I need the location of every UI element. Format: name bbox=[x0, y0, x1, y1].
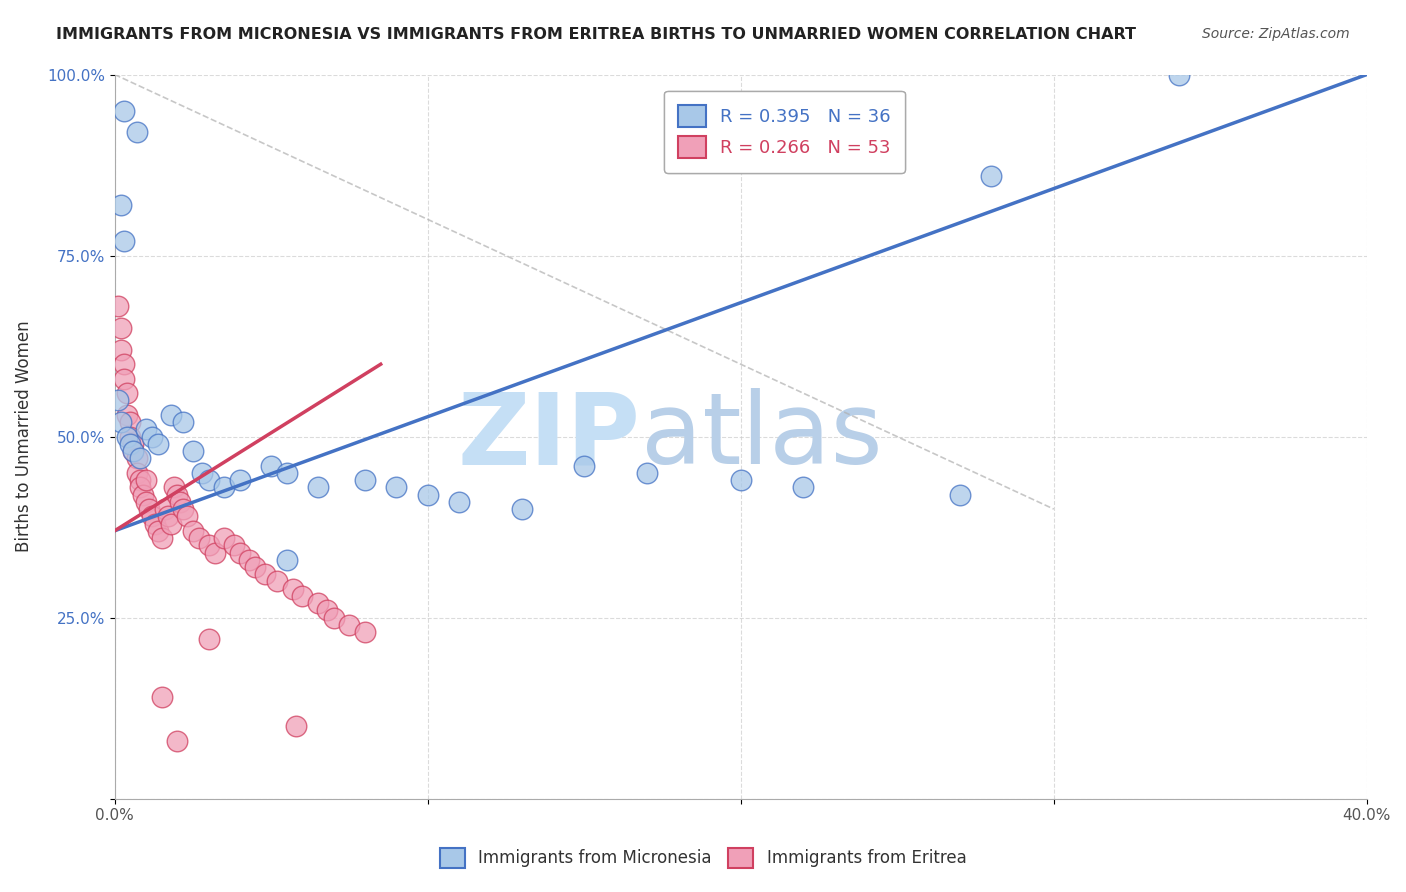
Point bbox=[253, 567, 276, 582]
Point bbox=[281, 582, 304, 596]
Point bbox=[115, 408, 138, 422]
Point bbox=[148, 437, 170, 451]
Point bbox=[135, 422, 157, 436]
Point bbox=[572, 458, 595, 473]
Point bbox=[120, 437, 142, 451]
Point bbox=[110, 321, 132, 335]
Point bbox=[245, 560, 267, 574]
Point bbox=[181, 444, 204, 458]
Point bbox=[125, 466, 148, 480]
Point bbox=[120, 415, 142, 429]
Point bbox=[276, 553, 298, 567]
Point bbox=[122, 444, 145, 458]
Point bbox=[156, 509, 179, 524]
Point bbox=[148, 524, 170, 538]
Point bbox=[169, 495, 191, 509]
Point bbox=[510, 502, 533, 516]
Point bbox=[128, 480, 150, 494]
Point bbox=[125, 125, 148, 139]
Point bbox=[212, 531, 235, 545]
Point bbox=[181, 524, 204, 538]
Point bbox=[307, 596, 329, 610]
Point bbox=[172, 502, 194, 516]
Text: atlas: atlas bbox=[641, 388, 882, 485]
Point bbox=[197, 632, 219, 647]
Point bbox=[354, 625, 377, 640]
Point bbox=[229, 545, 252, 559]
Point bbox=[172, 415, 194, 429]
Point bbox=[204, 545, 226, 559]
Point bbox=[115, 386, 138, 401]
Point bbox=[150, 531, 173, 545]
Point bbox=[143, 516, 166, 531]
Point bbox=[636, 466, 658, 480]
Point bbox=[107, 393, 129, 408]
Point bbox=[212, 480, 235, 494]
Point bbox=[122, 444, 145, 458]
Text: Source: ZipAtlas.com: Source: ZipAtlas.com bbox=[1202, 27, 1350, 41]
Point bbox=[176, 509, 198, 524]
Point bbox=[1168, 68, 1191, 82]
Point bbox=[153, 502, 176, 516]
Legend: R = 0.395   N = 36, R = 0.266   N = 53: R = 0.395 N = 36, R = 0.266 N = 53 bbox=[664, 91, 905, 173]
Point bbox=[339, 618, 361, 632]
Point bbox=[307, 480, 329, 494]
Point bbox=[128, 451, 150, 466]
Point bbox=[385, 480, 408, 494]
Point bbox=[322, 610, 344, 624]
Point bbox=[160, 516, 183, 531]
Point bbox=[135, 495, 157, 509]
Point bbox=[238, 553, 260, 567]
Point bbox=[276, 466, 298, 480]
Point bbox=[260, 458, 283, 473]
Point bbox=[141, 509, 163, 524]
Point bbox=[730, 473, 752, 487]
Point bbox=[447, 495, 470, 509]
Point bbox=[120, 430, 142, 444]
Point bbox=[110, 415, 132, 429]
Point bbox=[285, 719, 308, 733]
Point bbox=[110, 198, 132, 212]
Point bbox=[122, 437, 145, 451]
Point bbox=[112, 372, 135, 386]
Point bbox=[229, 473, 252, 487]
Point bbox=[166, 734, 188, 748]
Point bbox=[138, 502, 160, 516]
Point bbox=[354, 473, 377, 487]
Text: IMMIGRANTS FROM MICRONESIA VS IMMIGRANTS FROM ERITREA BIRTHS TO UNMARRIED WOMEN : IMMIGRANTS FROM MICRONESIA VS IMMIGRANTS… bbox=[56, 27, 1136, 42]
Legend: Immigrants from Micronesia, Immigrants from Eritrea: Immigrants from Micronesia, Immigrants f… bbox=[433, 841, 973, 875]
Point bbox=[316, 603, 339, 617]
Point bbox=[266, 574, 288, 589]
Point bbox=[107, 299, 129, 313]
Point bbox=[141, 430, 163, 444]
Point bbox=[191, 466, 214, 480]
Point bbox=[166, 487, 188, 501]
Point bbox=[222, 538, 245, 552]
Point bbox=[163, 480, 186, 494]
Point bbox=[197, 473, 219, 487]
Text: ZIP: ZIP bbox=[458, 388, 641, 485]
Point bbox=[792, 480, 814, 494]
Point bbox=[110, 343, 132, 357]
Point bbox=[197, 538, 219, 552]
Point bbox=[188, 531, 211, 545]
Point bbox=[416, 487, 439, 501]
Point bbox=[291, 589, 314, 603]
Point bbox=[125, 451, 148, 466]
Point bbox=[128, 473, 150, 487]
Point bbox=[150, 690, 173, 705]
Point bbox=[112, 357, 135, 371]
Y-axis label: Births to Unmarried Women: Births to Unmarried Women bbox=[15, 321, 32, 552]
Point bbox=[980, 169, 1002, 183]
Point bbox=[949, 487, 972, 501]
Point bbox=[160, 408, 183, 422]
Point bbox=[135, 473, 157, 487]
Point bbox=[115, 430, 138, 444]
Point bbox=[112, 103, 135, 118]
Point bbox=[112, 234, 135, 248]
Point bbox=[132, 487, 155, 501]
